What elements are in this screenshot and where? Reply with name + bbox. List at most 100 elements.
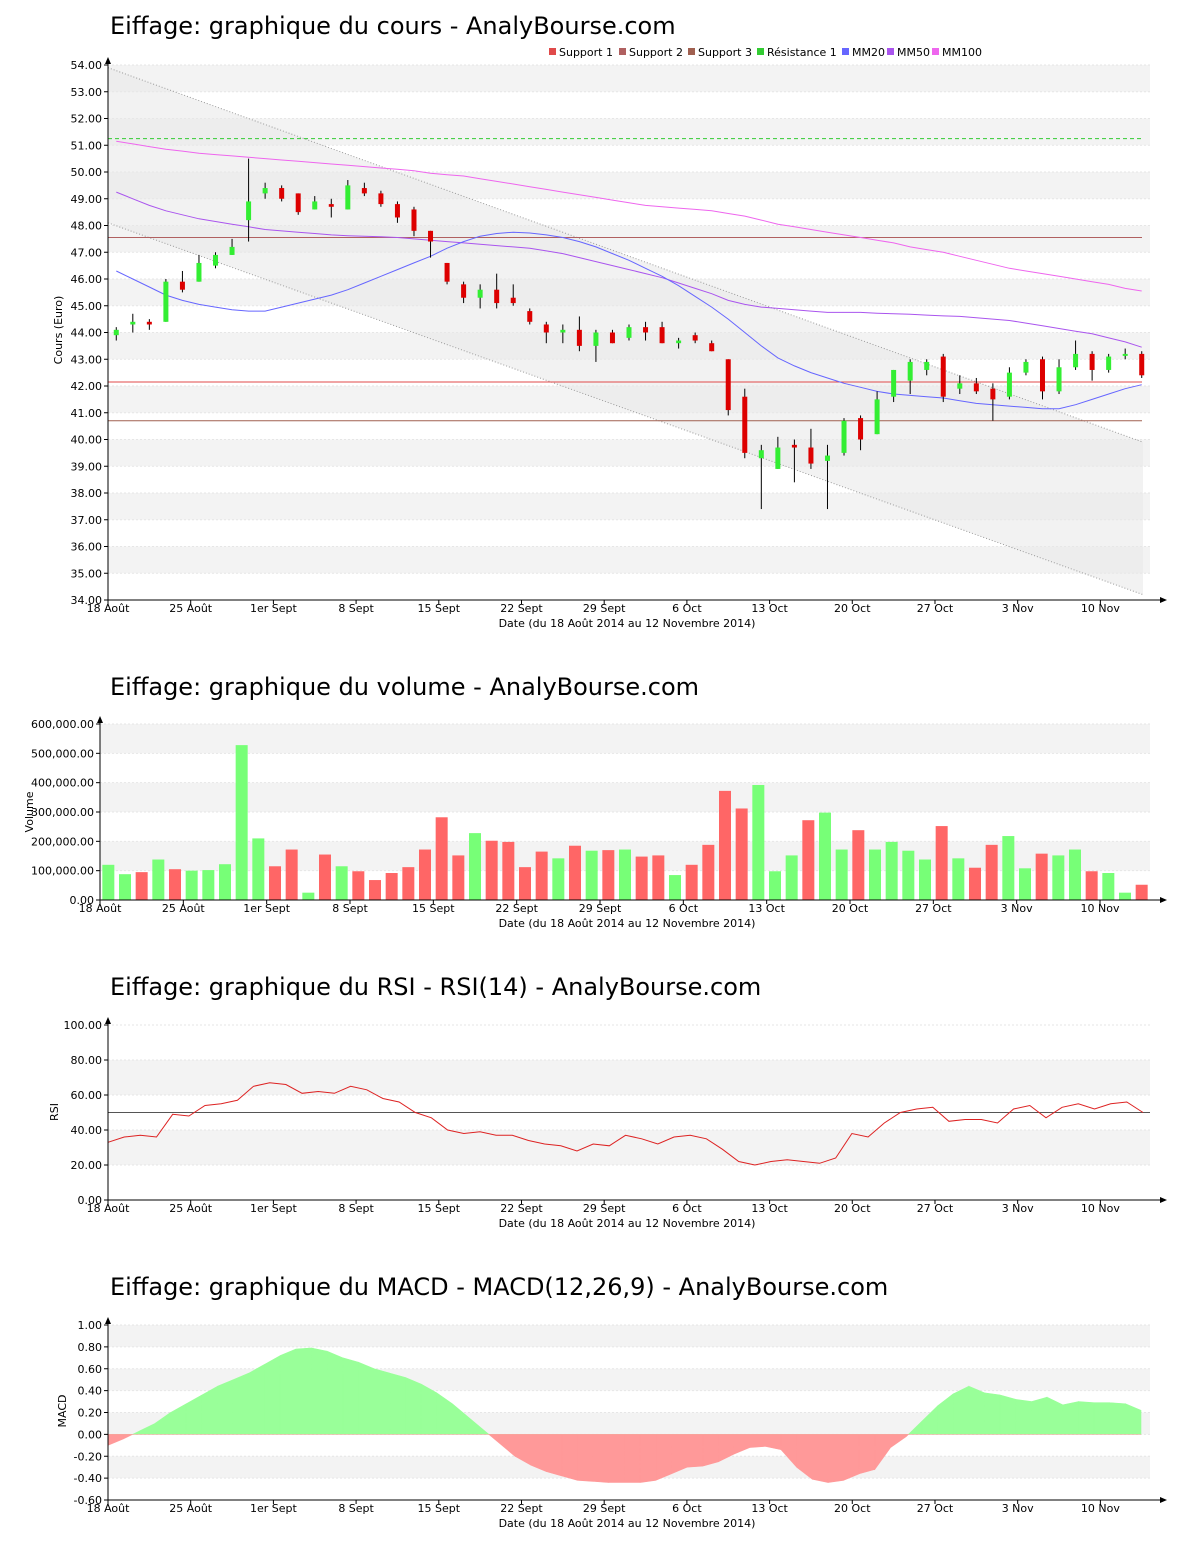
y-tick-label: 41.00 <box>71 407 103 420</box>
volume-bar <box>535 851 548 900</box>
x-tick-label: 1er Sept <box>250 1202 298 1215</box>
mm20-line <box>116 231 1142 410</box>
volume-x-ticks: 18 Août 25 Août 1er Sept 8 Sept 15 Sept 22 Se… <box>79 900 1120 915</box>
y-axis-arrow <box>105 1017 111 1024</box>
macd-chart: Eiffage: graphique du MACD - MACD(12,26,… <box>56 1273 1167 1530</box>
volume-bar <box>785 855 798 900</box>
volume-y-ticks: 0.00 100,000.00 200,000.00 300,000.00 400,00… <box>31 718 100 907</box>
candle-body <box>1106 356 1112 370</box>
x-tick-label: 20 Oct <box>832 902 869 915</box>
volume-bar <box>635 856 648 900</box>
y-tick-label: 43.00 <box>71 353 103 366</box>
volume-bar <box>335 866 348 900</box>
volume-bar <box>252 838 265 900</box>
volume-bar <box>852 830 865 900</box>
candle-body <box>1089 353 1095 370</box>
volume-y-axis-label: Volume <box>23 791 36 832</box>
price-channel-upper <box>107 67 1144 443</box>
y-tick-label: -0.60 <box>74 1494 102 1507</box>
volume-bar <box>885 841 898 900</box>
candle-body <box>874 399 880 435</box>
volume-bar <box>369 880 381 900</box>
legend-swatch-support1 <box>549 48 556 55</box>
candle-body <box>113 329 119 336</box>
candle-body <box>775 447 781 469</box>
legend-swatch-mm20 <box>842 48 849 55</box>
legend-mm20: MM20 <box>852 46 885 59</box>
candle-body <box>163 281 169 322</box>
volume-plot-background <box>100 723 1150 901</box>
candle-body <box>494 289 500 304</box>
volume-bar <box>452 855 465 900</box>
candle-body <box>891 369 897 397</box>
volume-bar <box>302 892 315 900</box>
x-tick-label: 6 Oct <box>672 1202 702 1215</box>
y-tick-label: 0.80 <box>78 1341 103 1354</box>
candle-body <box>924 361 930 370</box>
candle-body <box>543 324 549 333</box>
candle-body <box>1139 353 1145 376</box>
candle-body <box>1006 372 1012 397</box>
x-tick-label: 29 Sept <box>583 1202 626 1215</box>
price-chart: Eiffage: graphique du cours - AnalyBours… <box>52 12 1167 630</box>
y-tick-label: 35.00 <box>71 567 103 580</box>
rsi-y-ticks: 0.00 20.00 40.00 60.00 80.00 100.00 <box>64 1019 108 1207</box>
x-tick-label: 15 Sept <box>418 1502 461 1515</box>
candle-body <box>312 201 318 210</box>
x-tick-label: 22 Sept <box>495 902 538 915</box>
y-tick-label: 0.60 <box>78 1363 103 1376</box>
x-tick-label: 22 Sept <box>500 602 543 615</box>
candle-body <box>791 444 797 448</box>
plot-band <box>108 1060 1150 1095</box>
volume-bar <box>219 864 231 900</box>
x-tick-label: 29 Sept <box>583 1502 626 1515</box>
volume-bar <box>602 850 615 900</box>
macd-axes <box>105 1317 1167 1503</box>
volume-axes <box>97 716 1167 903</box>
y-tick-label: 51.00 <box>71 139 103 152</box>
y-tick-label: 1.00 <box>78 1319 103 1332</box>
volume-bar <box>935 826 948 900</box>
candle-body <box>758 450 764 459</box>
volume-bar <box>1085 871 1098 900</box>
x-axis-arrow <box>1160 1497 1167 1503</box>
x-tick-label: 25 Août <box>169 602 213 615</box>
volume-bar <box>419 849 431 900</box>
volume-bar <box>1002 836 1015 900</box>
candle-body <box>328 204 334 207</box>
plot-band <box>108 1325 1150 1347</box>
volume-bar <box>585 850 598 900</box>
x-tick-label: 20 Oct <box>834 1502 871 1515</box>
candle-body <box>692 335 698 341</box>
x-axis-arrow <box>1160 1197 1167 1203</box>
y-tick-label: 0.40 <box>78 1385 103 1398</box>
candle-body <box>345 185 351 210</box>
volume-bar <box>1069 849 1081 900</box>
candle-body <box>444 262 450 282</box>
candle-body <box>676 340 682 344</box>
y-tick-label: 52.00 <box>71 113 103 126</box>
volume-bar <box>1035 853 1048 900</box>
y-tick-label: 39.00 <box>71 460 103 473</box>
candle-body <box>461 284 467 298</box>
candle-body <box>411 209 417 231</box>
x-tick-label: 8 Sept <box>338 602 374 615</box>
candle-body <box>394 204 400 218</box>
x-tick-label: 20 Oct <box>834 1202 871 1215</box>
candle-body <box>576 329 582 346</box>
volume-bar <box>702 844 715 900</box>
x-tick-label: 25 Août <box>169 1502 213 1515</box>
volume-bar <box>685 864 698 900</box>
x-tick-label: 25 Août <box>169 1202 213 1215</box>
legend-support1: Support 1 <box>559 46 613 59</box>
legend-swatch-support3 <box>688 48 695 55</box>
candle-body <box>973 383 979 392</box>
volume-bar <box>735 808 748 900</box>
volume-bar <box>185 870 198 900</box>
price-channel <box>107 67 1144 596</box>
y-tick-label: 300,000.00 <box>31 806 94 819</box>
rsi-line <box>107 1082 1144 1166</box>
volume-bar <box>502 841 515 900</box>
x-tick-label: 10 Nov <box>1081 602 1120 615</box>
